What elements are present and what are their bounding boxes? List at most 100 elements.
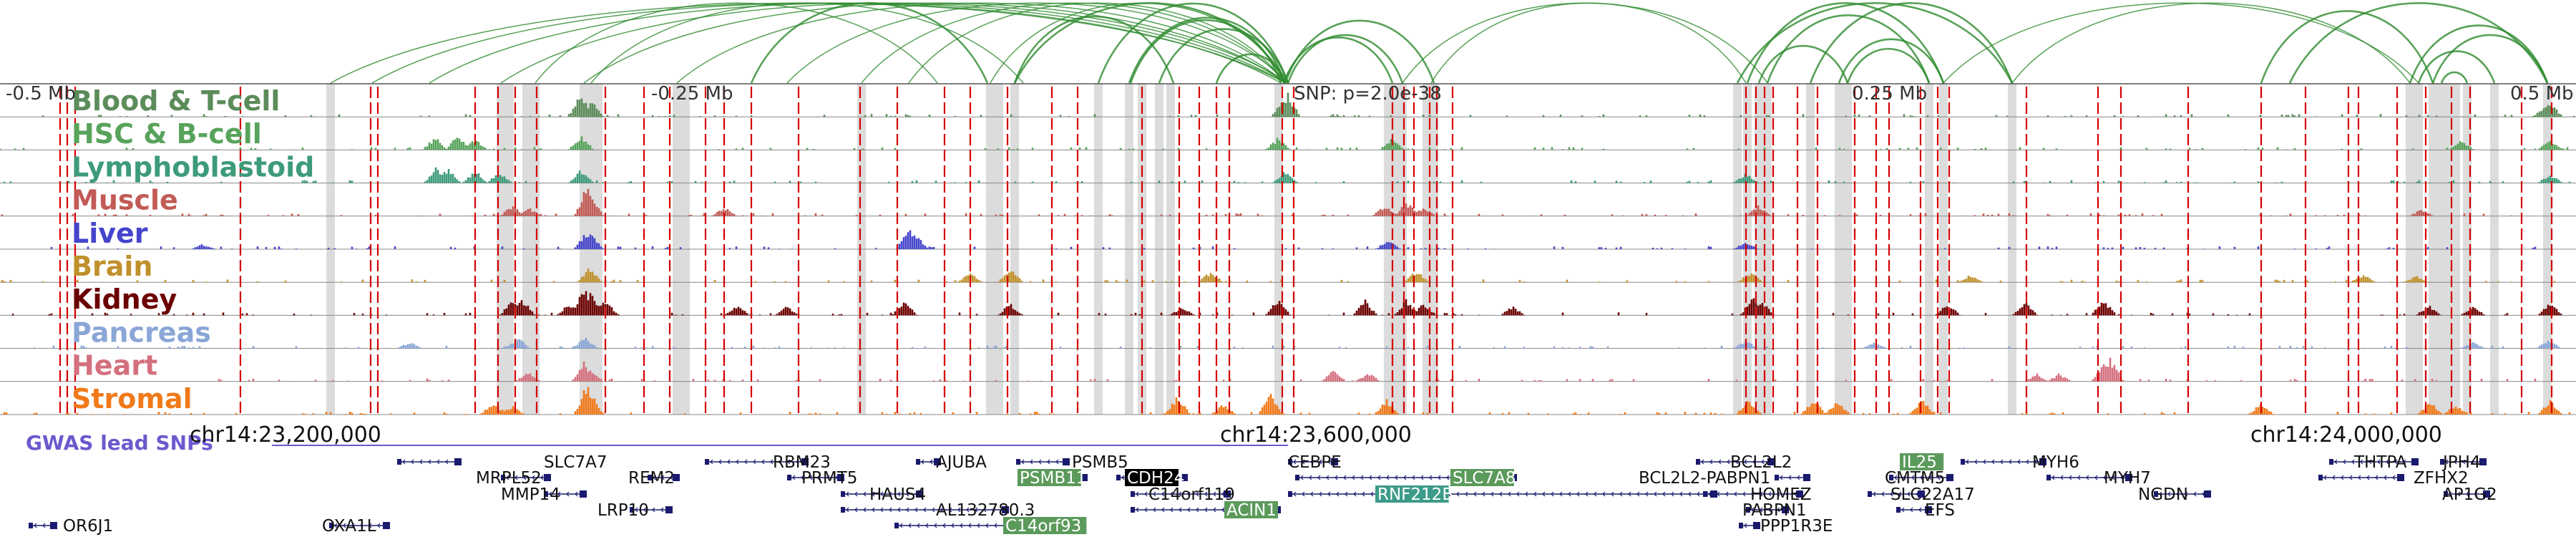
track-label: Pancreas bbox=[72, 316, 211, 348]
gene-rbm23: RBM23 bbox=[705, 453, 831, 472]
gene-rnf212b: RNF212B bbox=[1288, 485, 1717, 504]
gene-label: BCL2L2 bbox=[1730, 453, 1792, 472]
gene-efs: EFS bbox=[1896, 501, 1955, 520]
interaction-arc bbox=[1013, 1, 1287, 84]
track-kidney bbox=[0, 291, 2576, 316]
interaction-arc bbox=[500, 2, 1289, 84]
gene-mrpl52: MRPL52 bbox=[476, 469, 551, 488]
top-axis-tick: -0.25 Mb bbox=[651, 83, 733, 105]
gene-slc7a8: SLC7A8 bbox=[1295, 469, 1517, 488]
interaction-arc bbox=[750, 2, 989, 84]
interaction-arc bbox=[1757, 44, 1849, 84]
gene-label: PRMT5 bbox=[801, 469, 857, 488]
interaction-arc bbox=[2409, 24, 2549, 84]
gene-oxa1l: OXA1L bbox=[322, 517, 390, 536]
gene-slc7a7: SLC7A7 bbox=[397, 453, 607, 472]
gene-label: OXA1L bbox=[322, 517, 376, 536]
interaction-arc bbox=[1284, 19, 1435, 84]
top-axis: -0.5 Mb -0.25 Mb SNP: p=2.0e-38 0.25 Mb … bbox=[0, 83, 2576, 105]
top-axis-tick: 0.25 Mb bbox=[1852, 83, 1927, 105]
track-label: Heart bbox=[72, 350, 157, 382]
gene-label: RBM23 bbox=[773, 453, 831, 472]
gene-label: LRP10 bbox=[597, 501, 649, 520]
coordinate-axis: GWAS lead SNPs chr14:23,200,000 chr14:23… bbox=[26, 422, 2442, 455]
gene-myh7: MYH7 bbox=[2046, 469, 2151, 488]
gene-or6j1: OR6J1 bbox=[29, 517, 113, 536]
interaction-arc bbox=[1097, 2, 1289, 84]
gene-prmt5: PRMT5 bbox=[787, 469, 857, 488]
gene-c14orf119: C14orf119 bbox=[1131, 485, 1235, 504]
gene-label: C14orf93 bbox=[1005, 517, 1081, 536]
track-heart bbox=[0, 357, 2576, 382]
interaction-arc bbox=[1402, 2, 1768, 84]
gene-c14orf93: C14orf93 bbox=[894, 517, 1087, 536]
gene-label: CEBPE bbox=[1288, 453, 1342, 472]
interaction-arc bbox=[535, 2, 938, 84]
interaction-arc bbox=[1215, 53, 1287, 84]
interaction-arc bbox=[1129, 19, 1282, 84]
gene-label: SLC7A7 bbox=[544, 453, 607, 472]
gene-label: EFS bbox=[1925, 501, 1955, 520]
snp-label: SNP: p=2.0e-38 bbox=[1294, 83, 1442, 105]
interaction-arc bbox=[908, 2, 1286, 84]
gene-psmb11: PSMB11 bbox=[1018, 469, 1088, 488]
gene-label: MYH7 bbox=[2104, 469, 2151, 488]
interaction-arc bbox=[590, 2, 1024, 84]
track-signal bbox=[3, 167, 2571, 183]
track-signal bbox=[50, 230, 2537, 249]
gene-label: MRPL52 bbox=[476, 469, 542, 488]
interaction-arc bbox=[861, 2, 1286, 84]
interaction-arc bbox=[1287, 34, 1404, 84]
gene-homez: HOMEZ bbox=[1703, 485, 1812, 504]
gene-il25: IL25 bbox=[1900, 453, 1944, 472]
gene-label: RNF212B bbox=[1377, 485, 1453, 504]
gene-label: NGDN bbox=[2138, 485, 2188, 504]
interaction-arc bbox=[1766, 14, 1931, 84]
gene-psmb5: PSMB5 bbox=[1016, 453, 1128, 472]
gene-annotations: SLC7A7 RBM23 AJUBA PSMB5 CEBPE BCL2L2 IL25 MYH6… bbox=[29, 453, 2497, 536]
gene-label: ACIN1 bbox=[1226, 501, 1277, 520]
gene-lrp10: LRP10 bbox=[597, 501, 673, 520]
gene-cmtm5: CMTM5 bbox=[1885, 469, 1953, 488]
gene-label: PPP1R3E bbox=[1760, 517, 1833, 536]
track-signal bbox=[65, 357, 2537, 382]
interaction-arc bbox=[1746, 1, 1945, 84]
track-label: Muscle bbox=[72, 185, 178, 216]
gene-bcl2l2: BCL2L2 bbox=[1696, 453, 1792, 472]
gene-label: PABPN1 bbox=[1742, 501, 1807, 520]
gene-slc22a17: SLC22A17 bbox=[1868, 485, 1975, 504]
gene-label: CDH24 bbox=[1127, 469, 1184, 488]
gene-label: JPH4 bbox=[2441, 453, 2481, 472]
gene-label: AJUBA bbox=[936, 453, 987, 472]
interaction-arc bbox=[676, 2, 1286, 84]
interaction-arc bbox=[1943, 2, 2419, 84]
gene-rem2: REM2 bbox=[628, 469, 680, 488]
track-liver bbox=[0, 230, 2576, 250]
gene-label: REM2 bbox=[628, 469, 675, 488]
track-stromal bbox=[0, 387, 2576, 415]
top-axis-tick: 0.5 Mb bbox=[2510, 83, 2574, 105]
gene-al132780-3: AL132780.3 bbox=[841, 501, 1035, 520]
track-blood-t-cell bbox=[0, 92, 2576, 117]
gene-ngdn: NGDN bbox=[2138, 485, 2211, 504]
interaction-arcs bbox=[330, 1, 2549, 84]
interaction-arc bbox=[1838, 38, 1945, 84]
track-label: Kidney bbox=[72, 284, 177, 315]
track-label: Liver bbox=[72, 218, 148, 249]
interaction-arc bbox=[2260, 10, 2434, 84]
gene-ppp1r3e: PPP1R3E bbox=[1739, 517, 1833, 536]
interaction-arc bbox=[1128, 16, 1287, 84]
top-axis-tick: -0.5 Mb bbox=[6, 83, 76, 105]
gene-label: AP1G2 bbox=[2442, 485, 2497, 504]
interaction-arc bbox=[1013, 15, 1175, 84]
gene-ap1g2: AP1G2 bbox=[2442, 485, 2497, 504]
gene-acin1: ACIN1 bbox=[1131, 501, 1281, 520]
gene-mmp14: MMP14 bbox=[501, 485, 587, 504]
gene-label: HOMEZ bbox=[1750, 485, 1812, 504]
gene-label: PSMB11 bbox=[1020, 469, 1086, 488]
track-label: Blood & T-cell bbox=[72, 85, 280, 117]
snp-lines bbox=[59, 87, 2553, 415]
gene-cebpe: CEBPE bbox=[1288, 453, 1342, 472]
track-hsc-b-cell bbox=[0, 136, 2576, 150]
